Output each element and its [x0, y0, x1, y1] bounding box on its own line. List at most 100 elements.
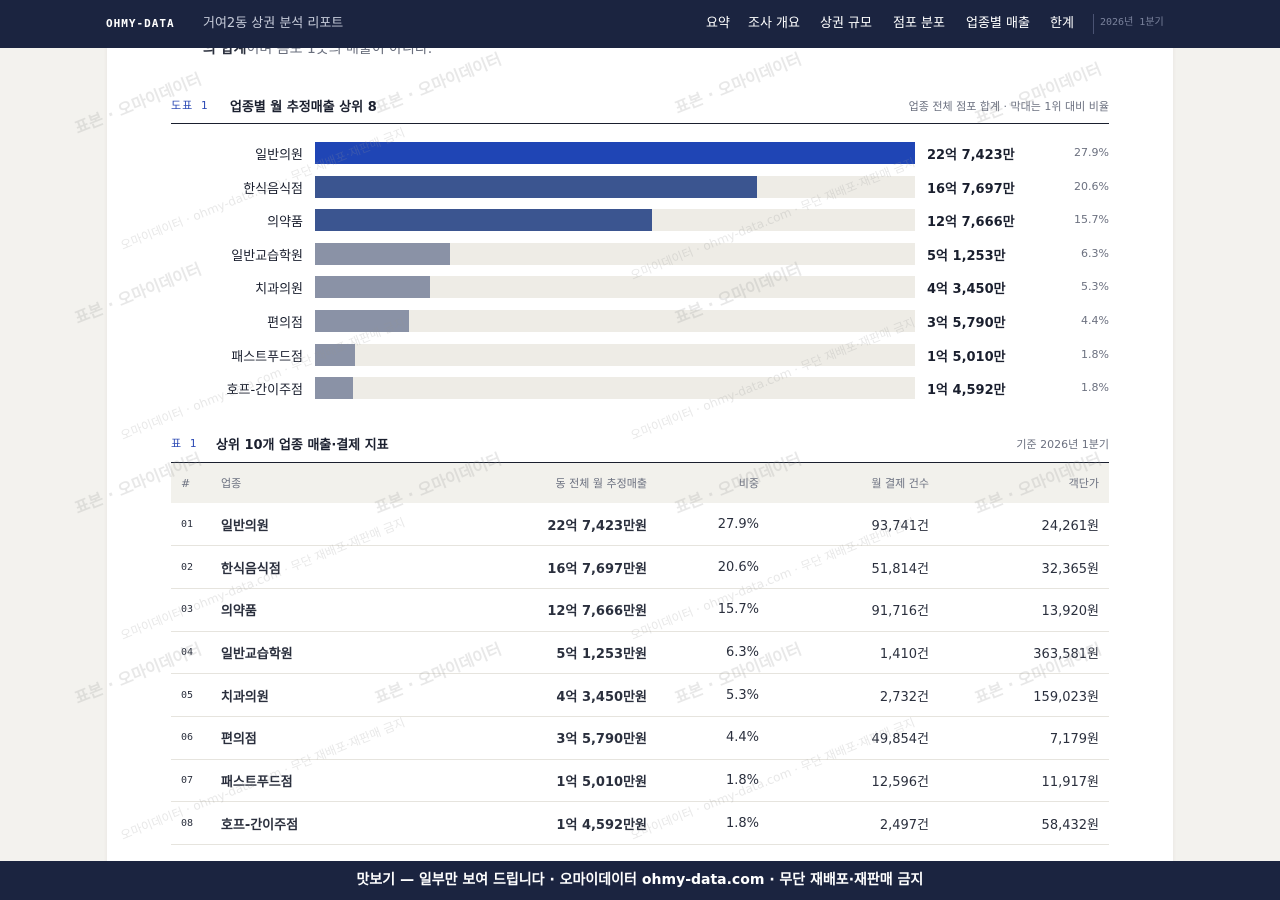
bar-value-label: 22억 7,423만 [927, 148, 1015, 163]
bar-value-label: 12억 7,666만 [927, 215, 1015, 231]
bar-track [315, 142, 915, 164]
sample-notice-banner: 맛보기 — 일부만 보여 드립니다 · 오마이데이터 ohmy-data.com… [0, 861, 1280, 900]
col-monthly-sales: 동 전체 월 추정매출 [451, 463, 657, 503]
period-label: 2026년 1분기 [1100, 17, 1164, 28]
bar [315, 377, 354, 400]
cell-rank: 01 [171, 503, 211, 547]
cell-avg-ticket: 13,920원 [939, 588, 1109, 632]
table-row: 01 일반의원 22억 7,423만원 27.9% 93,741건 24,261원 [171, 503, 1109, 547]
cell-monthly-sales: 22억 7,423만원 [451, 503, 657, 547]
bar-share-label: 27.9% [1074, 146, 1109, 159]
bar [315, 142, 915, 164]
table-note: 기준 2026년 1분기 [1016, 438, 1109, 451]
chart-tag: 도표 1 [171, 99, 209, 112]
brand-logo[interactable]: OHMY-DATA [106, 17, 175, 30]
cell-avg-ticket: 32,365원 [939, 545, 1109, 589]
cell-share: 1.8% [657, 759, 769, 803]
cell-rank: 07 [171, 759, 211, 803]
cell-share: 6.3% [657, 631, 769, 675]
table-row: 03 의약품 12억 7,666만원 15.7% 91,716건 13,920원 [171, 588, 1109, 632]
bar-chart: 일반의원 22억 7,423만 27.9% 한식음식점 16억 7,697만 20.6% 의… [171, 124, 1109, 404]
nav-divider [1093, 14, 1094, 34]
bar-share-label: 20.6% [1074, 179, 1109, 193]
table-header-rule [171, 462, 1109, 463]
bar-track [315, 175, 915, 198]
bar-category-label: 치과의원 [255, 282, 303, 298]
chart-header-rule [171, 123, 1109, 124]
cell-payment-count: 12,596건 [769, 759, 939, 803]
cell-share: 20.6% [657, 545, 769, 589]
bar [315, 276, 430, 299]
nav-summary[interactable]: 요약 [706, 16, 730, 31]
cell-payment-count: 1,410건 [769, 631, 939, 675]
cell-payment-count: 91,716건 [769, 588, 939, 632]
cell-rank: 02 [171, 545, 211, 589]
bar-category-label: 한식음식점 [243, 181, 303, 197]
cell-rank: 04 [171, 631, 211, 675]
cell-monthly-sales: 16억 7,697만원 [451, 545, 657, 589]
chart-note: 업종 전체 점포 합계 · 막대는 1위 대비 비율 [908, 100, 1109, 113]
nav-survey-overview[interactable]: 조사 개요 [748, 16, 800, 31]
chart-header: 도표 1 업종별 월 추정매출 상위 8 업종 전체 점포 합계 · 막대는 1… [171, 97, 1109, 121]
cell-share: 15.7% [657, 588, 769, 632]
cell-industry: 일반의원 [211, 503, 451, 547]
cell-industry: 한식음식점 [211, 545, 451, 589]
col-payment-count: 월 결제 건수 [769, 463, 939, 503]
cell-avg-ticket: 11,917원 [939, 759, 1109, 803]
table-row: 02 한식음식점 16억 7,697만원 20.6% 51,814건 32,365원 [171, 545, 1109, 589]
bar [315, 343, 355, 366]
cell-monthly-sales: 12억 7,666만원 [451, 588, 657, 632]
bar-share-label: 5.3% [1081, 280, 1109, 294]
industry-metrics-table: # 업종 동 전체 월 추정매출 비중 월 결제 건수 객단가 01 일반의원 22… [171, 463, 1109, 845]
cell-payment-count: 2,732건 [769, 673, 939, 717]
bar [315, 175, 758, 198]
chart-title: 업종별 월 추정매출 상위 8 [230, 100, 377, 115]
cell-monthly-sales: 1억 4,592만원 [451, 801, 657, 845]
bar-value-label: 3억 5,790만 [927, 316, 1006, 331]
cell-share: 1.8% [657, 801, 769, 845]
bar [315, 310, 410, 332]
cell-industry: 치과의원 [211, 673, 451, 717]
col-share: 비중 [657, 463, 769, 503]
cell-share: 4.4% [657, 716, 769, 760]
bar-value-label: 1억 4,592만 [927, 383, 1006, 399]
table-row: 07 패스트푸드점 1억 5,010만원 1.8% 12,596건 11,917원 [171, 759, 1109, 803]
nav-limitations[interactable]: 한계 [1050, 16, 1074, 31]
nav-store-distribution[interactable]: 점포 분포 [893, 16, 945, 31]
cell-monthly-sales: 1억 5,010만원 [451, 759, 657, 803]
bar-category-label: 편의점 [267, 316, 303, 331]
cell-payment-count: 51,814건 [769, 545, 939, 589]
bar-value-label: 1억 5,010만 [927, 349, 1006, 365]
table-header: 표 1 상위 10개 업종 매출·결제 지표 기준 2026년 1분기 [171, 435, 1109, 459]
cell-avg-ticket: 159,023원 [939, 673, 1109, 717]
bar-track [315, 343, 915, 366]
bar-category-label: 의약품 [267, 215, 303, 231]
table-row: 05 치과의원 4억 3,450만원 5.3% 2,732건 159,023원 [171, 673, 1109, 717]
cell-rank: 05 [171, 673, 211, 717]
bar-value-label: 4억 3,450만 [927, 282, 1006, 298]
cell-payment-count: 49,854건 [769, 716, 939, 760]
cell-avg-ticket: 24,261원 [939, 503, 1109, 547]
col-rank: # [171, 463, 211, 503]
bar-category-label: 일반교습학원 [231, 248, 303, 264]
cell-rank: 08 [171, 801, 211, 845]
cell-industry: 호프-간이주점 [211, 801, 451, 845]
cell-industry: 일반교습학원 [211, 631, 451, 675]
cell-share: 5.3% [657, 673, 769, 717]
bar-share-label: 15.7% [1074, 213, 1109, 227]
nav-sales-by-industry[interactable]: 업종별 매출 [966, 16, 1030, 31]
bar-track [315, 377, 915, 400]
cell-monthly-sales: 4억 3,450만원 [451, 673, 657, 717]
nav-market-size[interactable]: 상권 규모 [820, 16, 872, 31]
bar-track [315, 310, 915, 332]
table-row: 04 일반교습학원 5억 1,253만원 6.3% 1,410건 363,581원 [171, 631, 1109, 675]
cell-payment-count: 2,497건 [769, 801, 939, 845]
bar-share-label: 1.8% [1081, 381, 1109, 395]
col-industry: 업종 [211, 463, 451, 503]
bar-category-label: 패스트푸드점 [231, 349, 303, 365]
cell-payment-count: 93,741건 [769, 503, 939, 547]
cell-industry: 패스트푸드점 [211, 759, 451, 803]
table-row: 08 호프-간이주점 1억 4,592만원 1.8% 2,497건 58,432원 [171, 801, 1109, 845]
bar-track [315, 242, 915, 265]
bar-category-label: 호프-간이주점 [226, 383, 303, 399]
